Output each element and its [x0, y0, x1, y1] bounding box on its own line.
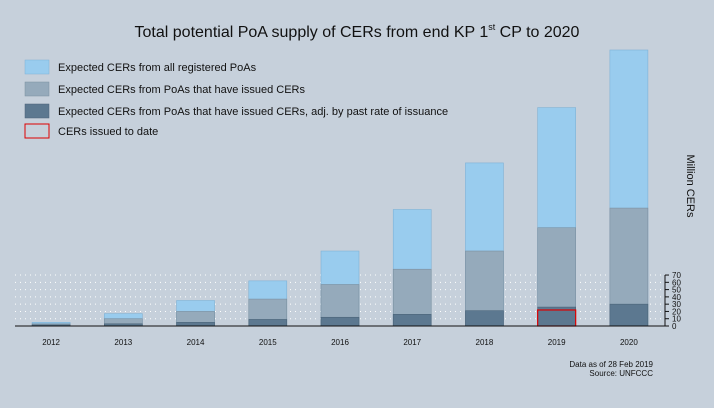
- bar-adjusted-2017: [392, 314, 432, 327]
- bar-adjusted-2020: [609, 303, 649, 327]
- y-tick-label-20: 20: [672, 307, 681, 316]
- plot-area: 2012 2013 2014 2015 2016 2017 2018 2019 2020 0102…: [15, 49, 681, 347]
- x-tick-label-2020: 2020: [620, 338, 638, 347]
- x-tick-label-2017: 2017: [403, 338, 421, 347]
- bar-adjusted-2018: [465, 310, 504, 327]
- y-tick-label-10: 10: [672, 315, 681, 324]
- y-tick-label-0: 0: [672, 322, 677, 331]
- y-tick-label-30: 30: [672, 300, 681, 309]
- y-axis-label: Million CERs: [684, 155, 696, 218]
- data-date-note: Data as of 28 Feb 2019: [569, 360, 653, 369]
- x-tick-label-2015: 2015: [259, 338, 277, 347]
- legend: Expected CERs from all registered PoAs E…: [24, 59, 448, 139]
- legend-swatch-issued: [24, 81, 50, 97]
- legend-label-all-registered: Expected CERs from all registered PoAs: [58, 62, 257, 74]
- y-tick-label-60: 60: [672, 278, 681, 287]
- chart-title: Total potential PoA supply of CERs from …: [135, 22, 580, 41]
- legend-label-issued-to-date: CERs issued to date: [58, 126, 158, 138]
- x-tick-label-2012: 2012: [42, 338, 60, 347]
- y-tick-label-70: 70: [672, 271, 681, 280]
- legend-swatch-issued-to-date: [24, 123, 50, 139]
- y-tick-label-50: 50: [672, 286, 681, 295]
- legend-swatch-adjusted: [24, 103, 50, 119]
- x-tick-label-2013: 2013: [114, 338, 132, 347]
- bar-adjusted-2014: [176, 322, 215, 327]
- source-note: Source: UNFCCC: [589, 369, 653, 378]
- legend-label-issued: Expected CERs from PoAs that have issued…: [58, 84, 305, 96]
- bar-adjusted-2015: [248, 319, 288, 327]
- y-tick-label-40: 40: [672, 293, 681, 302]
- legend-label-adjusted: Expected CERs from PoAs that have issued…: [58, 106, 448, 118]
- bar-adjusted-2016: [320, 316, 360, 327]
- x-tick-label-2018: 2018: [476, 338, 494, 347]
- x-tick-label-2016: 2016: [331, 338, 349, 347]
- x-tick-label-2019: 2019: [548, 338, 566, 347]
- legend-swatch-all-registered: [24, 59, 50, 75]
- x-tick-label-2014: 2014: [187, 338, 205, 347]
